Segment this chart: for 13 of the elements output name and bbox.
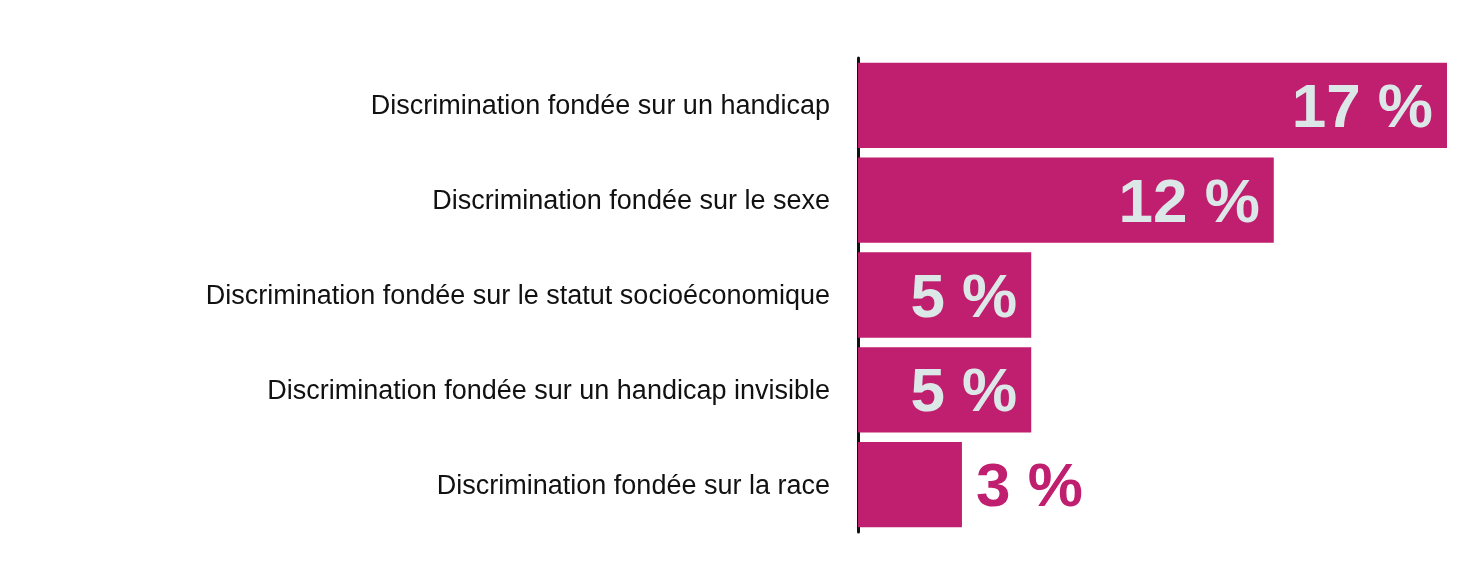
data-label: 17 % [1291,70,1433,140]
y-tick-label: Discrimination fondée sur un handicap invisible [267,374,830,405]
y-tick-label: Discrimination fondée sur un handicap [370,90,830,121]
data-label: 5 % [910,355,1018,425]
bar [858,441,962,528]
data-label: 5 % [910,260,1018,330]
data-label: 12 % [1118,165,1260,235]
y-tick-label: Discrimination fondée sur le statut socioéconomique [205,280,830,310]
bar [858,157,1274,243]
data-label: 3 % [975,450,1083,520]
y-tick-label: Discrimination fondée sur le sexe [432,185,830,216]
y-tick-label: Discrimination fondée sur la race [436,469,830,500]
bar [858,62,1447,149]
